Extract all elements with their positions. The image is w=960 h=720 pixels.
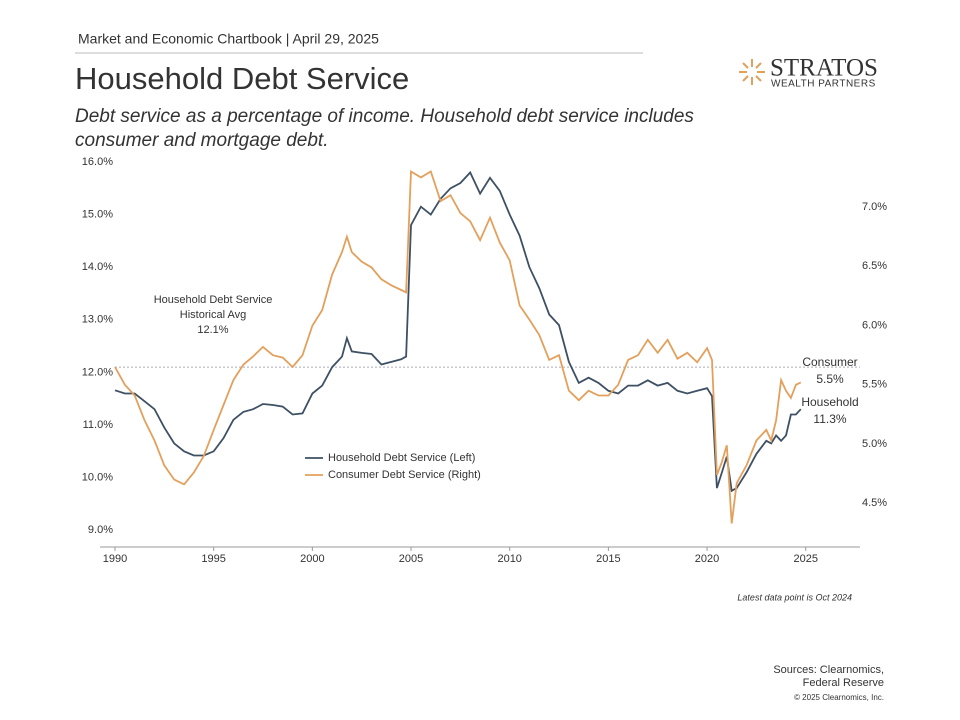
y-tick-label: 11.0% bbox=[83, 419, 114, 431]
average-text: Household Debt Service bbox=[154, 294, 273, 306]
y-tick-label: 9.0% bbox=[88, 524, 113, 536]
y-tick-label: 15.0% bbox=[82, 209, 113, 221]
chart-title: Household Debt Service bbox=[75, 61, 409, 96]
line-series bbox=[114, 169, 802, 524]
end-label: Household bbox=[801, 395, 858, 409]
average-text: Historical Avg bbox=[180, 309, 246, 321]
end-value-label: 5.5% bbox=[816, 372, 844, 386]
header: Market and Economic Chartbook | April 29… bbox=[78, 31, 379, 47]
y-tick-label: 10.0% bbox=[82, 472, 113, 484]
average-label: 12.1% bbox=[197, 324, 228, 336]
end-value-label: 11.3% bbox=[813, 412, 846, 426]
x-tick-label: 1990 bbox=[103, 553, 127, 565]
end-label: Consumer bbox=[802, 355, 857, 369]
y-tick-label: 16.0% bbox=[82, 156, 113, 168]
x-tick-label: 2015 bbox=[596, 553, 620, 565]
legend-label: Household Debt Service (Left) bbox=[328, 452, 475, 464]
y-tick-label: 12.0% bbox=[82, 366, 113, 378]
logo-tagline: WEALTH PARTNERS bbox=[771, 79, 876, 90]
x-tick-label: 1995 bbox=[201, 553, 225, 565]
x-tick-label: 2020 bbox=[695, 553, 719, 565]
x-tick-label: 2025 bbox=[793, 553, 817, 565]
copyright: © 2025 Clearnomics, Inc. bbox=[794, 693, 884, 702]
y-tick-label: 14.0% bbox=[82, 261, 113, 273]
y2-tick-label: 7.0% bbox=[862, 201, 887, 213]
sources: Federal Reserve bbox=[803, 677, 884, 689]
logo-name: STRATOS bbox=[770, 55, 878, 82]
y2-tick-label: 6.0% bbox=[862, 319, 887, 331]
x-tick-label: 2005 bbox=[399, 553, 423, 565]
y2-tick-label: 4.5% bbox=[862, 497, 887, 509]
y-tick-label: 13.0% bbox=[82, 314, 113, 326]
x-tick-label: 2000 bbox=[300, 553, 324, 565]
y2-tick-label: 5.5% bbox=[862, 379, 887, 391]
note: Latest data point is Oct 2024 bbox=[737, 592, 852, 602]
subtitle: Debt service as a percentage of income. … bbox=[75, 106, 694, 127]
subtitle: consumer and mortgage debt. bbox=[75, 130, 329, 151]
legend-label: Consumer Debt Service (Right) bbox=[328, 469, 481, 481]
y2-tick-label: 6.5% bbox=[862, 260, 887, 272]
line-series bbox=[114, 170, 802, 493]
sources: Sources: Clearnomics, bbox=[773, 664, 884, 676]
x-tick-label: 2010 bbox=[497, 553, 521, 565]
logo-icon bbox=[739, 59, 765, 85]
y2-tick-label: 5.0% bbox=[862, 438, 887, 450]
